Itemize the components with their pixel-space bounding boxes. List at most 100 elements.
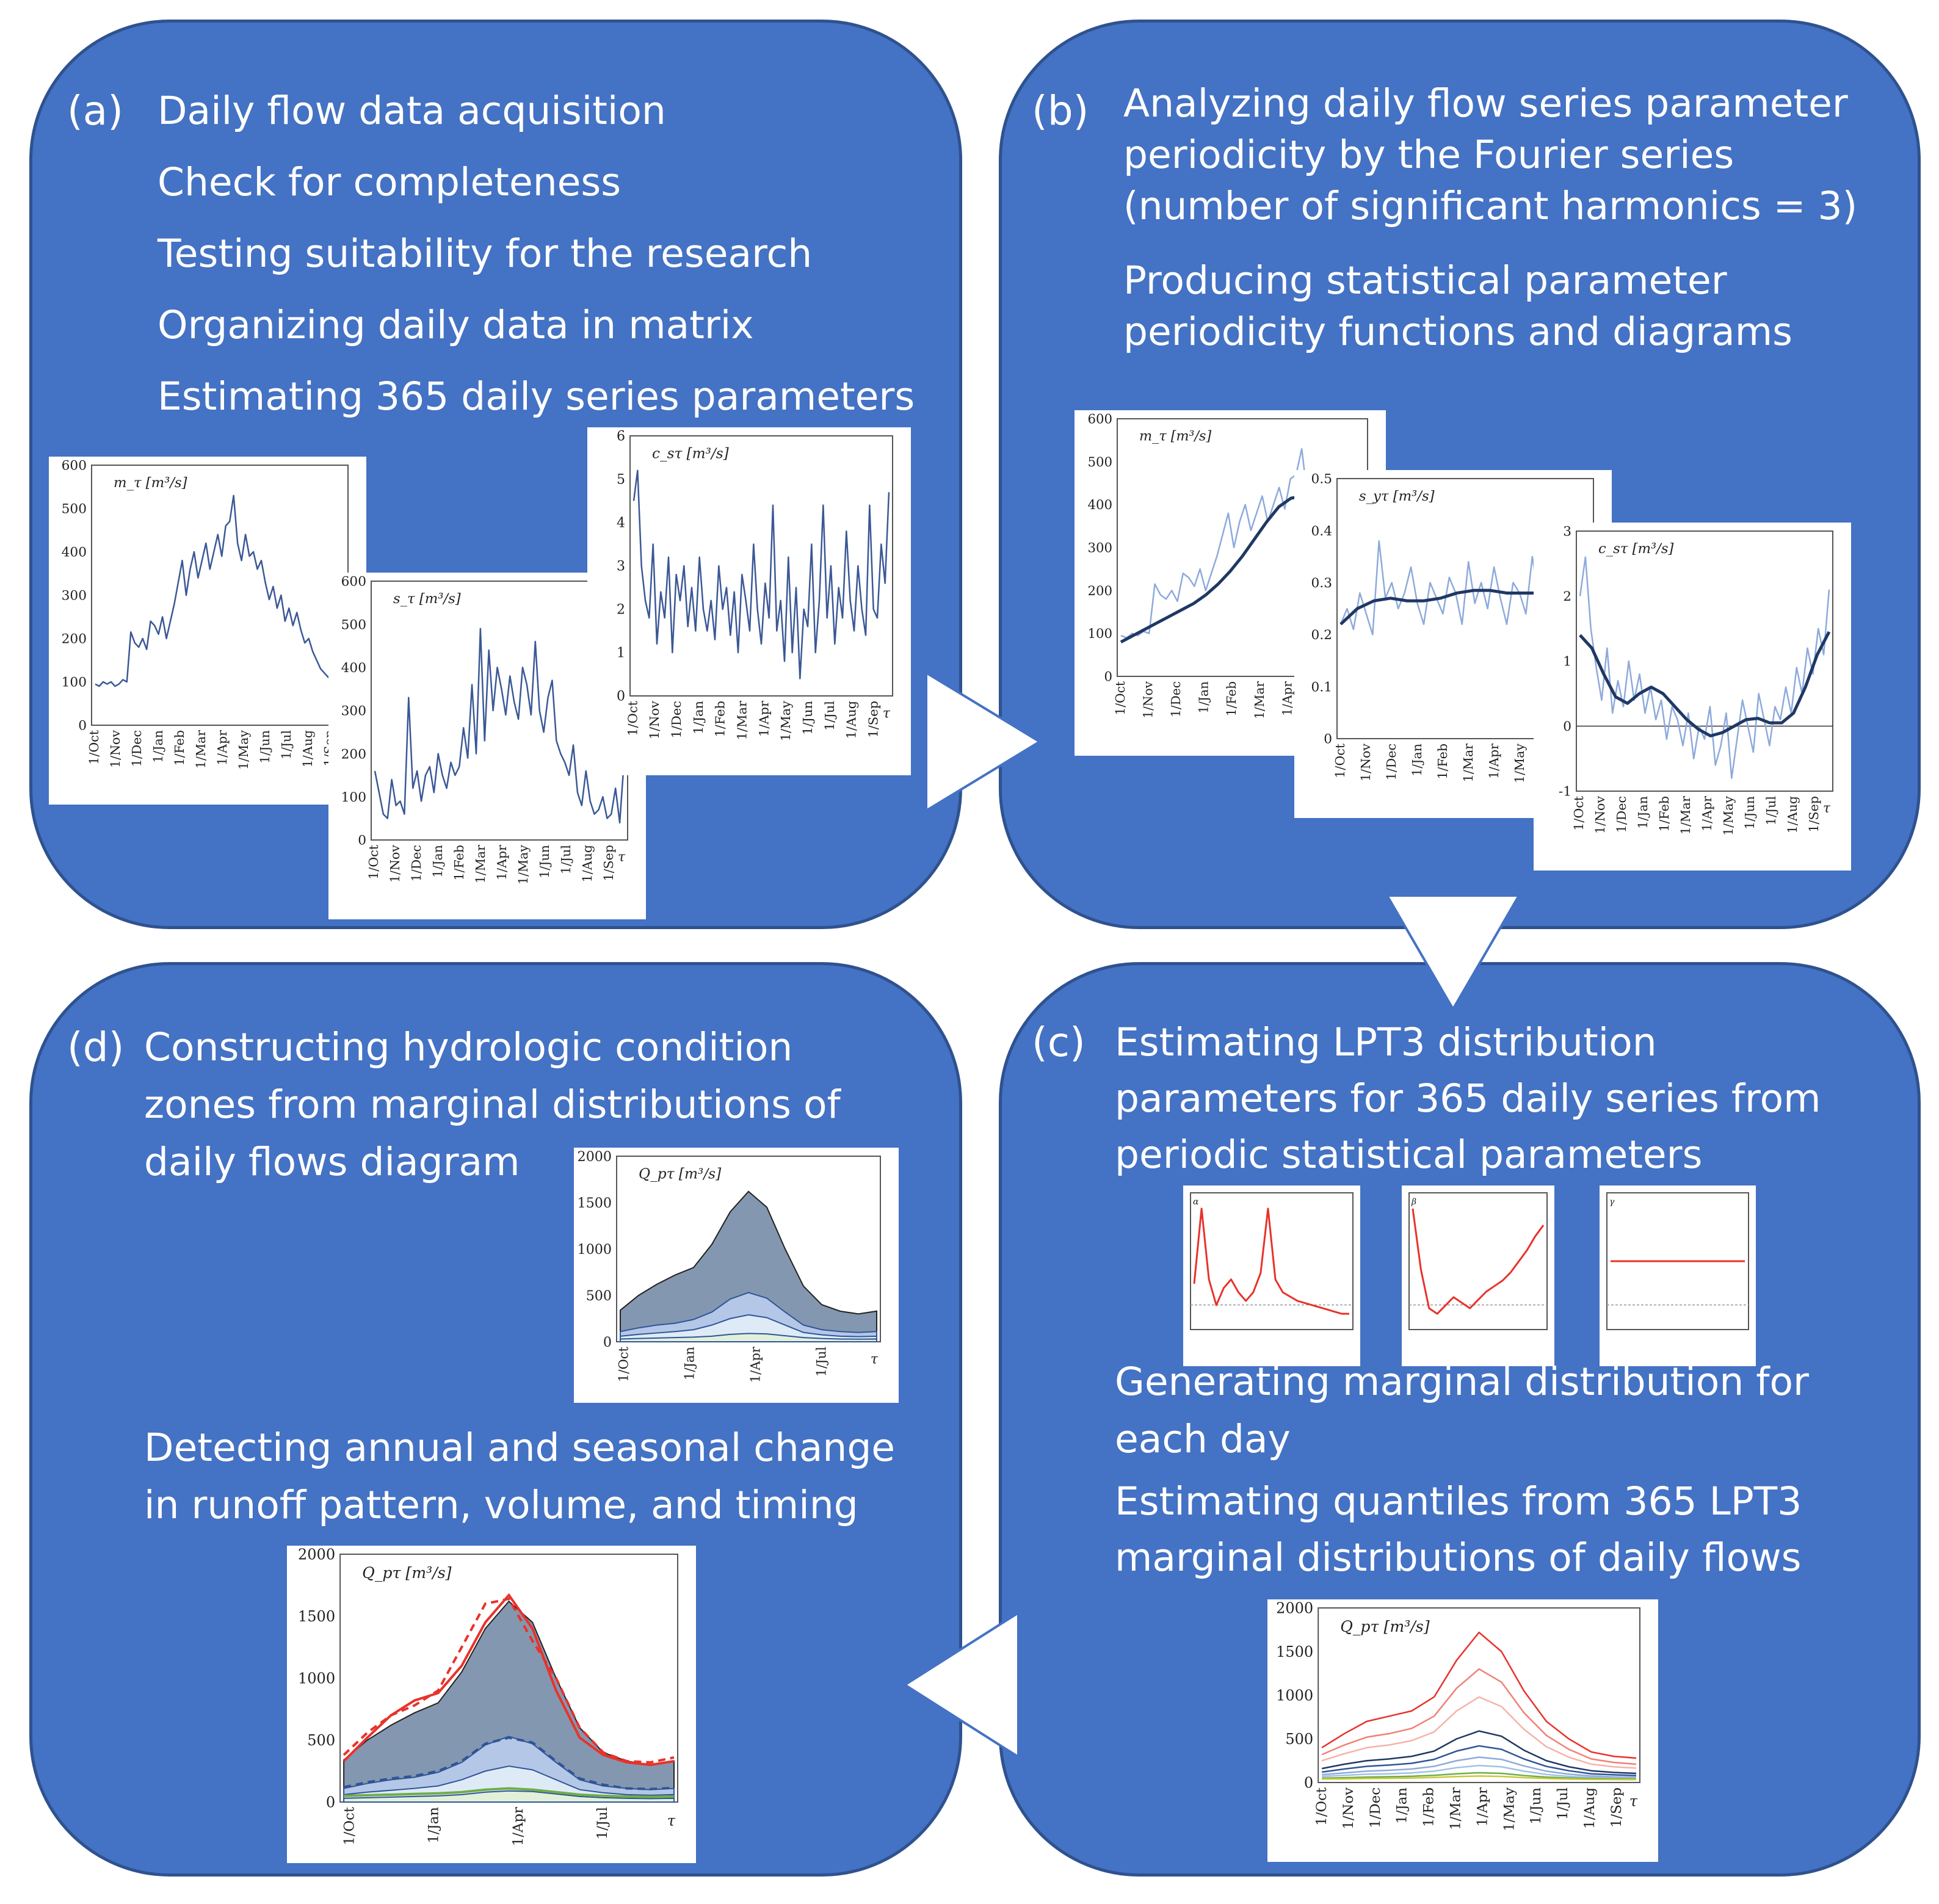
x-tick-label: 1/Apr (1474, 1787, 1490, 1826)
y-tick-label: 500 (62, 502, 87, 517)
panel-b-line-5: periodicity functions and diagrams (1123, 309, 1792, 354)
chart-c-gamma: γ (1600, 1185, 1756, 1366)
x-tick-label: 1/Jan (682, 1347, 697, 1380)
x-tick-label: 1/Apr (748, 1346, 763, 1383)
plot-frame (1576, 530, 1833, 792)
series-line (342, 1597, 675, 1764)
panel-d-line-4: Detecting annual and seasonal change (144, 1425, 896, 1470)
x-tick-label: 1/Jul (1764, 796, 1778, 825)
x-tick-label: 1/Jul (822, 701, 837, 731)
plot-frame (1606, 1192, 1749, 1330)
series-line (1579, 631, 1831, 737)
chart-c-alpha: α (1183, 1185, 1360, 1366)
x-tick-label: 1/Jul (814, 1347, 829, 1377)
x-tick-label: 1/Dec (669, 701, 684, 738)
x-tick-label: 1/Feb (1224, 681, 1239, 716)
y-tick-label: 2 (1563, 589, 1571, 604)
x-tick-label: 1/Oct (1113, 681, 1128, 715)
y-tick-label: 500 (341, 617, 366, 632)
x-tick-label: 1/Mar (194, 730, 208, 769)
y-tick-label: 300 (1087, 540, 1112, 556)
series-line (1322, 1756, 1637, 1778)
y-tick-label: 600 (1087, 411, 1112, 427)
x-tick-label: 1/Feb (1421, 1787, 1437, 1827)
y-tick-label: 2000 (298, 1546, 335, 1563)
panel-c-line-1: Estimating LPT3 distribution (1115, 1020, 1657, 1065)
panel-a-step-5: Estimating 365 daily series parameters (158, 374, 915, 419)
x-axis-label: τ (618, 850, 626, 865)
panel-c-line-5: each day (1115, 1417, 1291, 1461)
x-tick-label: 1/Feb (1657, 796, 1672, 832)
y-tick-label: 1500 (578, 1195, 612, 1211)
x-tick-label: 1/Sep (1807, 796, 1821, 832)
y-tick-label: 200 (1087, 584, 1112, 599)
series-line (1321, 1730, 1637, 1775)
x-tick-label: 1/Nov (388, 845, 402, 883)
area-band (343, 1790, 675, 1803)
panel-b-line-4: Producing statistical parameter (1123, 258, 1727, 303)
chart-d-zones: 0 500 1000 1500 2000 1/Oct 1/Jan 1/Apr 1/Jul τ Q_p… (574, 1148, 899, 1403)
panel-d-line-3: daily flows diagram (144, 1140, 520, 1184)
chart-svg: α (1190, 1192, 1354, 1330)
x-tick-label: 1/Apr (510, 1807, 526, 1846)
chart-svg: 0 1 2 3 4 5 6 1/Oct 1/Nov 1/Dec 1/Jan 1/Feb 1/Mar 1/A… (617, 429, 893, 741)
y-tick-label: 0.4 (1311, 524, 1332, 539)
x-tick-label: 1/Feb (452, 845, 466, 881)
y-tick-label: 0.1 (1311, 679, 1332, 695)
x-tick-label: 1/Oct (616, 1346, 631, 1382)
chart-a-skew: 0 1 2 3 4 5 6 1/Oct 1/Nov 1/Dec 1/Jan 1/Feb 1/Mar 1/A… (587, 427, 911, 775)
chart-title: Q_pτ [m³/s] (362, 1564, 452, 1582)
y-tick-label: 100 (341, 790, 366, 805)
x-tick-label: 1/Dec (129, 730, 144, 767)
x-tick-label: 1/May (1721, 796, 1736, 836)
y-tick-label: 1 (617, 646, 625, 661)
chart-svg: γ (1606, 1192, 1749, 1330)
y-tick-label: 400 (62, 545, 87, 560)
y-tick-label: 0 (1104, 669, 1112, 684)
panel-c-label: (c) (1032, 1019, 1085, 1066)
chart-title: Q_pτ [m³/s] (1340, 1618, 1430, 1636)
chart-b-skew: -1 0 1 2 3 1/Oct 1/Nov 1/Dec 1/Jan 1/Feb 1/Mar 1/Ap… (1534, 523, 1851, 871)
x-tick-label: 1/Oct (341, 1807, 357, 1845)
panel-a-step-3: Testing suitability for the research (158, 231, 813, 276)
x-tick-label: 1/Mar (734, 700, 749, 740)
x-tick-label: 1/May (236, 730, 251, 770)
x-tick-label: 1/Oct (625, 700, 640, 736)
chart-svg: -1 0 1 2 3 1/Oct 1/Nov 1/Dec 1/Jan 1/Feb 1/Mar 1/Ap… (1559, 524, 1833, 836)
panel-c-line-7: marginal distributions of daily flows (1115, 1535, 1802, 1580)
chart-a-mean: 0 100 200 300 400 500 600 1/Oct 1/Nov 1/Dec 1/Jan 1… (49, 457, 366, 805)
series-line (343, 1736, 675, 1790)
y-tick-label: 0 (1304, 1774, 1313, 1791)
arrow-a-to-b (925, 671, 1041, 812)
y-tick-label: 1 (1563, 654, 1571, 670)
x-tick-label: 1/Jan (430, 845, 445, 878)
x-tick-label: 1/Nov (647, 701, 662, 739)
x-tick-label: 1/Jul (559, 845, 573, 874)
y-tick-label: 500 (1087, 455, 1112, 470)
x-tick-label: 1/Jul (279, 730, 294, 759)
x-tick-label: 1/May (1501, 1787, 1517, 1831)
y-tick-label: 2000 (578, 1149, 612, 1165)
x-tick-label: 1/Jan (151, 730, 165, 763)
y-tick-label: 500 (307, 1732, 335, 1749)
y-tick-label: 500 (586, 1288, 612, 1304)
x-tick-label: 1/Mar (1252, 681, 1267, 719)
x-tick-label: 1/Oct (1314, 1787, 1330, 1826)
chart-title: α (1193, 1197, 1199, 1207)
y-tick-label: 0 (326, 1794, 335, 1811)
x-tick-label: 1/Jan (426, 1807, 442, 1844)
area-band (620, 1314, 877, 1342)
panel-d (29, 962, 962, 1877)
arrow-c-to-d (904, 1612, 1020, 1758)
panel-b-line-1: Analyzing daily flow series parameter (1123, 81, 1848, 126)
x-tick-label: 1/Aug (1785, 796, 1800, 833)
y-tick-label: 600 (341, 574, 366, 590)
plot-frame (629, 435, 893, 697)
panel-a-step-1: Daily flow data acquisition (158, 89, 666, 133)
y-tick-label: 0 (1563, 719, 1571, 734)
x-tick-label: 1/Jan (1394, 1787, 1410, 1824)
panel-a-label: (a) (67, 87, 123, 134)
y-tick-label: 600 (62, 458, 87, 474)
plot-frame (1408, 1192, 1548, 1330)
